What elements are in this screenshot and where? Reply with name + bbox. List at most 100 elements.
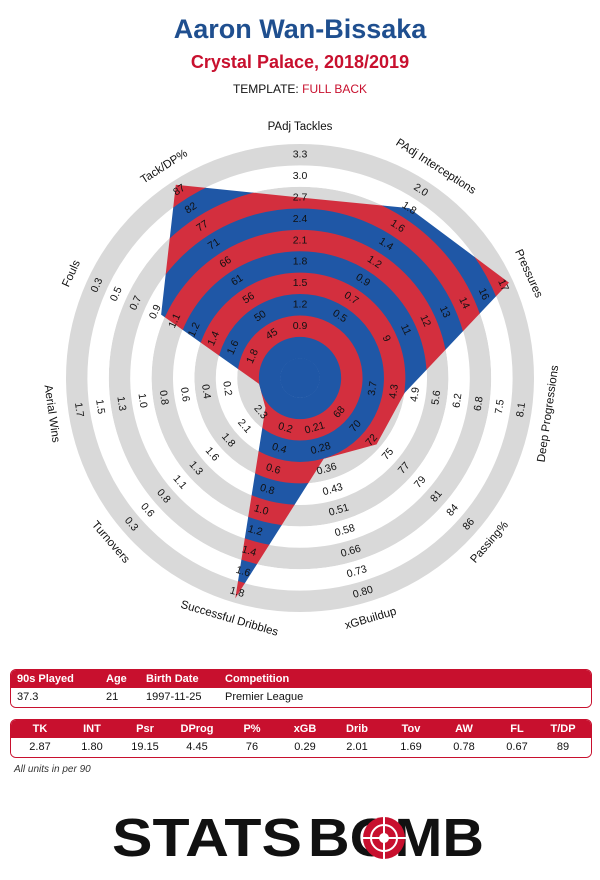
stats-table: TK INT Psr DProg P% xGB Drib Tov AW FL T/DP 2.87 1.… [10, 719, 592, 758]
tick-label: 0.21 [303, 419, 326, 436]
team-season: Crystal Palace, 2018/2019 [190, 52, 410, 72]
tick-label: 0.58 [333, 522, 356, 539]
tick-label: 0.36 [315, 460, 338, 477]
tick-label: 1.4 [240, 543, 258, 559]
tick-label: 16 [476, 286, 492, 302]
tick-label: 1.2 [246, 523, 264, 539]
info-value-age: 21 [106, 691, 119, 703]
stats-header-drib: Drib [346, 723, 368, 735]
stats-table-header: TK INT Psr DProg P% xGB Drib Tov AW FL T/DP [11, 720, 591, 738]
statsbomb-logo: STATS BOMB [112, 808, 484, 866]
tick-label: 87 [171, 182, 187, 198]
tick-label: 0.9 [147, 303, 164, 321]
axis-label: Deep Progressions [536, 364, 562, 463]
tick-label: 11 [398, 322, 414, 337]
stats-value-xgb: 0.29 [294, 741, 316, 753]
stats-table-row: 2.87 1.80 19.15 4.45 76 0.29 2.01 1.69 0.78 0.67 8… [11, 738, 591, 757]
template-label: TEMPLATE: FULL BACK [0, 82, 600, 96]
tick-label: 0.8 [259, 482, 277, 498]
logo-text-stats: STATS [112, 808, 302, 866]
tick-label: 9 [380, 333, 393, 343]
tick-label: 0.5 [108, 285, 125, 303]
template-value: FULL BACK [302, 82, 368, 96]
info-header-90s: 90s Played [17, 673, 74, 685]
stats-value-t-dp: 89 [556, 741, 570, 753]
tick-label: 7.5 [493, 399, 507, 415]
tick-label: 0.66 [339, 543, 362, 560]
tick-label: 6.2 [451, 392, 465, 408]
template-key: TEMPLATE: [232, 82, 299, 96]
stats-value-int: 1.80 [81, 741, 103, 753]
tick-label: 1.8 [228, 584, 246, 600]
info-table: 90s Played Age Birth Date Competition 37… [10, 669, 592, 708]
logo-target-icon [361, 815, 407, 861]
info-value-competition: Premier League [225, 691, 304, 703]
stats-header-tov: Tov [401, 723, 421, 735]
tick-label: 61 [229, 272, 245, 288]
tick-label: 8.1 [514, 402, 528, 418]
polygon-center [280, 358, 320, 398]
tick-label: 66 [217, 254, 233, 270]
tick-label: 4.3 [387, 383, 401, 399]
stats-header-p-: P% [243, 723, 261, 735]
tick-label: 1.5 [293, 277, 308, 289]
tick-label: 0.2 [277, 420, 295, 436]
stats-header-dprog: DProg [180, 723, 214, 735]
tick-label: 1.6 [234, 564, 252, 580]
tick-label: 56 [241, 290, 257, 306]
polygon-ring [258, 336, 342, 420]
axis-label: xGBuildup [344, 606, 398, 632]
tick-label: 1.8 [244, 347, 261, 365]
tick-label: 0.4 [271, 441, 289, 457]
tick-label: 1.5 [93, 399, 107, 415]
stats-header-aw: AW [455, 723, 473, 735]
tick-label: 1.8 [293, 256, 308, 268]
stats-value-psr: 19.15 [131, 741, 159, 753]
stats-value-tk: 2.87 [29, 741, 51, 753]
info-header-birth: Birth Date [146, 673, 199, 685]
info-header-competition: Competition [225, 673, 290, 685]
stats-header-fl: FL [510, 723, 524, 735]
tick-label: 50 [252, 308, 268, 324]
axis-label: Aerial Wins [41, 384, 61, 444]
tick-label: 1.0 [136, 393, 150, 409]
tick-label: 77 [194, 218, 210, 234]
tick-label: 1.2 [293, 299, 308, 311]
player-name: Aaron Wan-Bissaka [173, 14, 427, 44]
tick-label: 5.6 [429, 389, 443, 405]
tick-label: 1.3 [114, 396, 128, 412]
tick-label: 2.7 [293, 192, 308, 204]
info-value-birth: 1997-11-25 [146, 691, 202, 703]
tick-label: 0.9 [293, 320, 308, 332]
tick-label: 12 [417, 313, 433, 329]
stats-header-int: INT [83, 723, 101, 735]
tick-label: 1.6 [225, 338, 242, 356]
stats-value-drib: 2.01 [346, 741, 368, 753]
tick-label: 0.4 [199, 383, 213, 399]
radar-chart: 0.9 1.2 1.5 1.8 2.1 2.4 2.7 3.0 3.3 PAdj Tackles 0… [41, 121, 562, 639]
stats-header-tk: TK [32, 723, 48, 735]
tick-label: 0.7 [127, 294, 144, 312]
info-value-90s: 37.3 [17, 691, 39, 703]
tick-label: 0.6 [265, 461, 283, 477]
tick-label: 3.0 [293, 170, 308, 182]
tick-label: 1.4 [205, 329, 222, 347]
tick-label: 3.3 [293, 149, 308, 161]
tick-label: 0.6 [178, 386, 192, 402]
tick-label: 0.8 [157, 390, 171, 406]
tick-label: 82 [183, 200, 199, 216]
stats-value-tov: 1.69 [400, 741, 422, 753]
tick-label: 6.8 [472, 395, 486, 411]
tick-label: 0.73 [345, 563, 368, 580]
tick-label: 1.0 [253, 502, 271, 518]
stats-value-aw: 0.78 [453, 741, 475, 753]
info-table-row: 37.3 21 1997-11-25 Premier League [11, 688, 591, 707]
footnote: All units in per 90 [14, 764, 91, 775]
axis-label: PAdj Tackles [268, 121, 333, 133]
tick-label: 0.3 [88, 276, 105, 294]
stats-header-psr: Psr [136, 723, 154, 735]
stats-value-dprog: 4.45 [186, 741, 208, 753]
tick-label: 3.7 [366, 380, 380, 396]
stats-value-p-: 76 [245, 741, 259, 753]
info-header-age: Age [106, 673, 127, 685]
